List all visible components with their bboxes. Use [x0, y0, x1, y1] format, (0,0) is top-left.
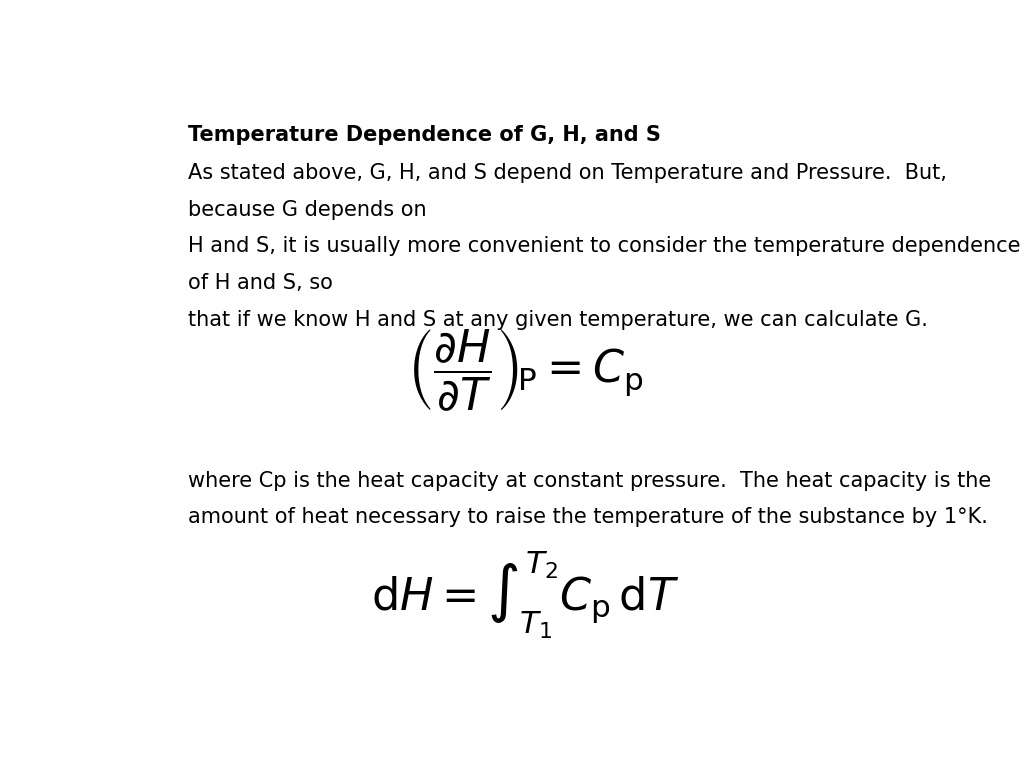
Text: $\left(\dfrac{\partial H}{\partial T}\right)_{\!\mathrm{P}} = C_{\mathrm{p}}$: $\left(\dfrac{\partial H}{\partial T}\ri… [407, 327, 643, 413]
Text: As stated above, G, H, and S depend on Temperature and Pressure.  But,: As stated above, G, H, and S depend on T… [187, 163, 946, 183]
Text: of H and S, so: of H and S, so [187, 273, 333, 293]
Text: H and S, it is usually more convenient to consider the temperature dependence: H and S, it is usually more convenient t… [187, 237, 1020, 257]
Text: amount of heat necessary to raise the temperature of the substance by 1°K.: amount of heat necessary to raise the te… [187, 508, 987, 528]
Text: $\mathrm{d}H = \int_{T_1}^{T_2} C_{\mathrm{p}}\, \mathrm{d}T$: $\mathrm{d}H = \int_{T_1}^{T_2} C_{\math… [371, 549, 679, 641]
Text: where Cp is the heat capacity at constant pressure.  The heat capacity is the: where Cp is the heat capacity at constan… [187, 471, 991, 491]
Text: that if we know H and S at any given temperature, we can calculate G.: that if we know H and S at any given tem… [187, 310, 928, 329]
Text: because G depends on: because G depends on [187, 200, 426, 220]
Text: Temperature Dependence of G, H, and S: Temperature Dependence of G, H, and S [187, 124, 660, 144]
